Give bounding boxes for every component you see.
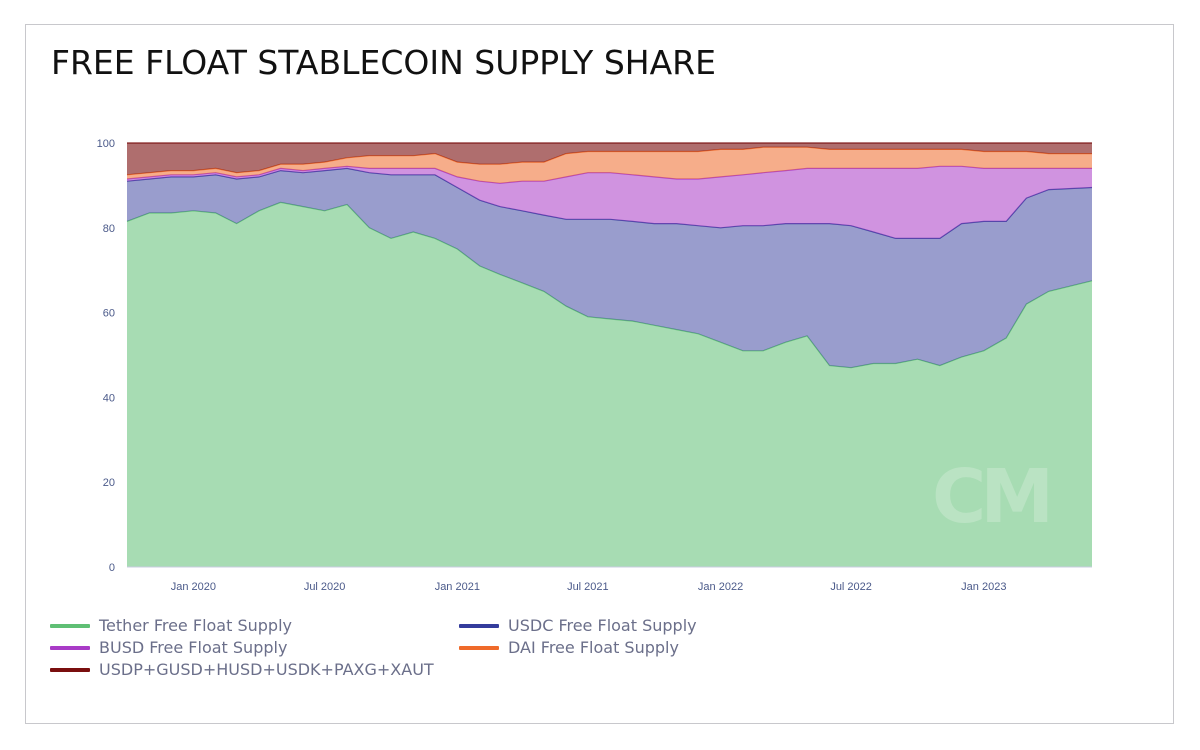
x-tick-label: Jan 2023	[961, 581, 1006, 593]
x-tick-label: Jul 2020	[304, 581, 346, 593]
legend-label-busd: BUSD Free Float Supply	[99, 638, 288, 657]
legend-swatch-busd	[50, 645, 90, 650]
legend-item-busd[interactable]: BUSD Free Float Supply	[50, 638, 287, 657]
y-tick-label: 60	[103, 308, 115, 320]
legend-item-dai[interactable]: DAI Free Float Supply	[459, 638, 679, 657]
legend-label-usdc: USDC Free Float Supply	[508, 616, 697, 635]
legend-label-dai: DAI Free Float Supply	[508, 638, 679, 657]
legend-swatch-dai	[459, 645, 499, 650]
y-tick-label: 80	[103, 223, 115, 235]
area-usdc	[127, 168, 1092, 368]
legend-swatch-tether	[50, 623, 90, 628]
x-tick-label: Jan 2020	[171, 581, 216, 593]
area-busd	[127, 166, 1092, 239]
watermark-logo: CM	[932, 454, 1048, 540]
legend-swatch-usdc	[459, 623, 499, 628]
area-tether	[127, 202, 1092, 567]
chart-title: FREE FLOAT STABLECOIN SUPPLY SHARE	[51, 43, 716, 82]
legend-item-others[interactable]: USDP+GUSD+HUSD+USDK+PAXG+XAUT	[50, 660, 434, 679]
legend-item-usdc[interactable]: USDC Free Float Supply	[459, 616, 697, 635]
chart-legend: Tether Free Float Supply USDC Free Float…	[25, 616, 925, 686]
x-tick-label: Jan 2022	[698, 581, 743, 593]
y-tick-label: 0	[109, 562, 115, 574]
legend-swatch-others	[50, 667, 90, 672]
area-others	[127, 143, 1092, 175]
legend-item-tether[interactable]: Tether Free Float Supply	[50, 616, 292, 635]
legend-label-others: USDP+GUSD+HUSD+USDK+PAXG+XAUT	[99, 660, 434, 679]
x-tick-label: Jul 2022	[830, 581, 872, 593]
x-tick-label: Jan 2021	[435, 581, 480, 593]
x-tick-label: Jul 2021	[567, 581, 609, 593]
y-tick-label: 20	[103, 477, 115, 489]
y-tick-label: 100	[97, 138, 115, 150]
y-tick-label: 40	[103, 392, 115, 404]
legend-label-tether: Tether Free Float Supply	[99, 616, 292, 635]
